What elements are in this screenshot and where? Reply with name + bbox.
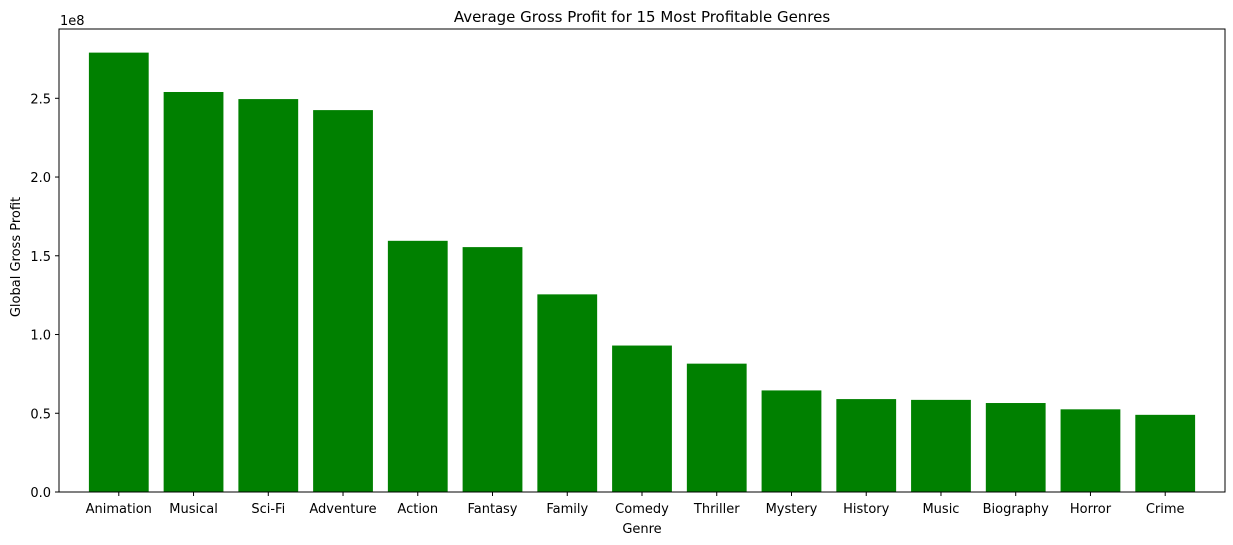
x-tick-label: Thriller	[693, 502, 740, 517]
bar-family	[537, 294, 598, 492]
x-tick-label: Family	[546, 502, 588, 517]
x-tick-label: Adventure	[309, 502, 376, 517]
x-tick-label: Horror	[1070, 502, 1112, 517]
x-tick-label: Fantasy	[467, 502, 517, 517]
bar-thriller	[686, 363, 747, 492]
y-tick-label: 0.5	[30, 407, 51, 422]
bar-sci-fi	[238, 99, 299, 493]
y-tick-label: 2.0	[30, 171, 51, 186]
bar-biography	[985, 403, 1046, 492]
x-tick-label: Sci-Fi	[251, 502, 285, 517]
y-tick-label: 2.5	[30, 92, 51, 107]
y-axis-offset-label: 1e8	[60, 14, 85, 29]
y-tick-label: 1.0	[30, 329, 51, 344]
bar-crime	[1135, 414, 1196, 492]
bar-history	[836, 399, 897, 492]
x-tick-label: Music	[922, 502, 959, 517]
x-tick-label: History	[843, 502, 890, 517]
bar-adventure	[313, 110, 373, 492]
x-tick-label: Comedy	[615, 502, 669, 517]
x-axis-ticks: Animation Musical Sci-Fi Adventure Action Fan…	[86, 492, 1185, 517]
x-axis-label: Genre	[622, 522, 661, 537]
x-tick-label: Musical	[169, 502, 218, 517]
bar-comedy	[612, 345, 672, 492]
bar-action	[387, 240, 448, 492]
bar-animation	[88, 52, 149, 493]
bar-musical	[163, 91, 224, 492]
x-tick-label: Action	[397, 502, 438, 517]
chart-title: Average Gross Profit for 15 Most Profita…	[454, 8, 831, 26]
bar-horror	[1060, 409, 1121, 492]
x-tick-label: Biography	[983, 502, 1050, 517]
bars-group	[88, 52, 1196, 493]
bar-music	[911, 399, 971, 492]
bar-fantasy	[462, 247, 523, 492]
x-tick-label: Mystery	[766, 502, 818, 517]
bar-mystery	[761, 390, 822, 492]
y-axis-ticks: 0.0 0.5 1.0 1.5 2.0 2.5	[30, 92, 59, 501]
y-tick-label: 1.5	[30, 250, 51, 265]
y-tick-label: 0.0	[30, 486, 51, 501]
x-tick-label: Crime	[1146, 502, 1185, 517]
y-axis-label: Global Gross Profit	[9, 197, 24, 317]
x-tick-label: Animation	[86, 502, 152, 517]
plot-frame	[58, 28, 1226, 493]
